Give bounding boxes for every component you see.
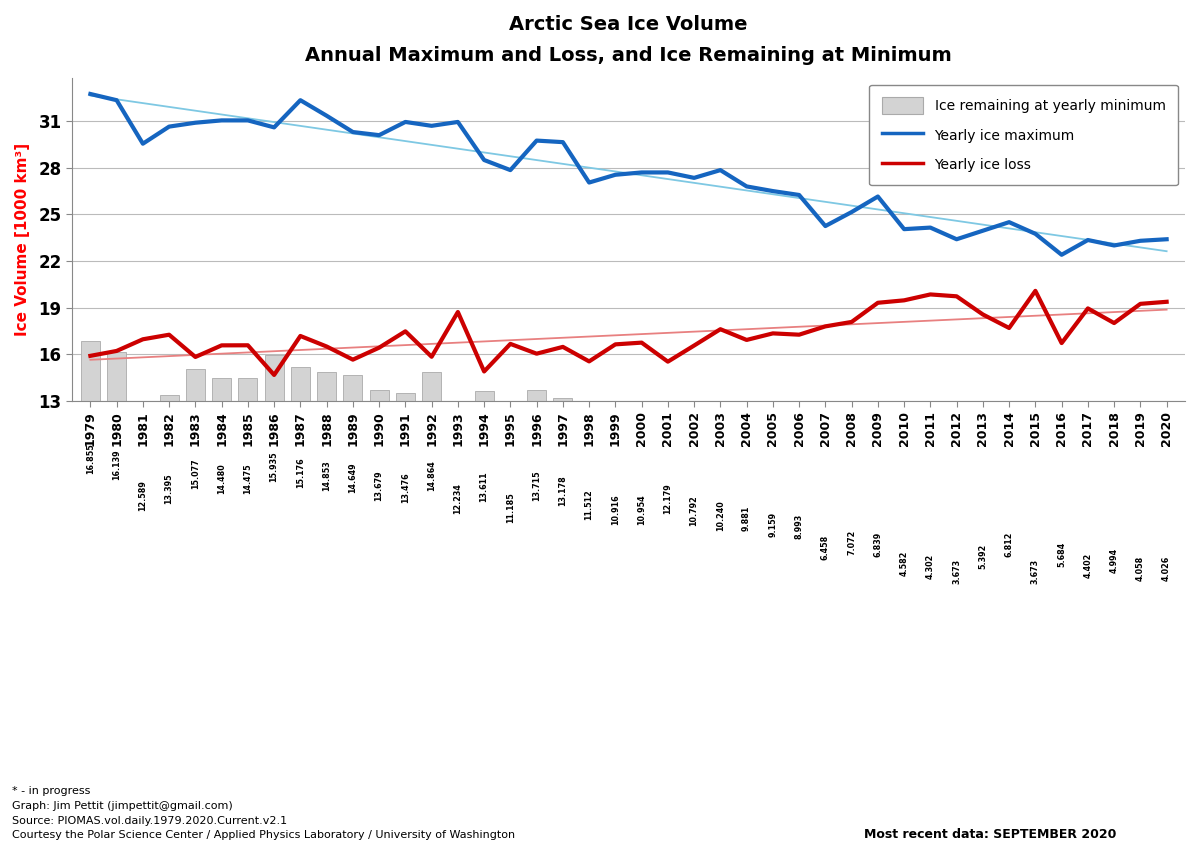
Bar bbox=[842, 493, 862, 602]
Bar bbox=[186, 369, 205, 602]
Bar bbox=[790, 464, 809, 602]
Bar bbox=[895, 531, 913, 602]
Bar bbox=[1105, 525, 1123, 602]
Text: 9.159: 9.159 bbox=[768, 512, 778, 537]
Text: 14.649: 14.649 bbox=[348, 463, 358, 493]
Text: Graph: Jim Pettit (jimpettit@gmail.com): Graph: Jim Pettit (jimpettit@gmail.com) bbox=[12, 801, 233, 811]
Text: 10.954: 10.954 bbox=[637, 494, 646, 524]
Bar bbox=[527, 390, 546, 602]
Text: 6.839: 6.839 bbox=[874, 532, 882, 557]
Y-axis label: Ice Volume [1000 km³]: Ice Volume [1000 km³] bbox=[14, 142, 30, 336]
Text: 15.935: 15.935 bbox=[270, 451, 278, 482]
Bar bbox=[763, 461, 782, 602]
Bar bbox=[869, 496, 887, 602]
Bar bbox=[449, 412, 467, 602]
Bar bbox=[1026, 546, 1045, 602]
Text: 12.179: 12.179 bbox=[664, 483, 672, 514]
Legend: Ice remaining at yearly minimum, Yearly ice maximum, Yearly ice loss: Ice remaining at yearly minimum, Yearly … bbox=[869, 84, 1178, 186]
Text: 10.240: 10.240 bbox=[716, 500, 725, 530]
Text: 6.458: 6.458 bbox=[821, 535, 830, 560]
Text: 13.395: 13.395 bbox=[164, 473, 174, 503]
Text: 16.139: 16.139 bbox=[112, 450, 121, 480]
Text: 3.673: 3.673 bbox=[952, 559, 961, 584]
Bar bbox=[396, 393, 415, 602]
Bar bbox=[737, 450, 756, 602]
Bar bbox=[239, 378, 257, 602]
Text: 12.234: 12.234 bbox=[454, 483, 462, 514]
Bar bbox=[1052, 515, 1072, 602]
Text: 10.792: 10.792 bbox=[690, 496, 698, 526]
Bar bbox=[1000, 497, 1019, 602]
Bar bbox=[212, 378, 232, 602]
Text: 4.058: 4.058 bbox=[1136, 556, 1145, 581]
Bar bbox=[290, 367, 310, 602]
Bar bbox=[685, 435, 703, 602]
Text: 13.476: 13.476 bbox=[401, 472, 410, 503]
Bar bbox=[816, 503, 835, 602]
Text: 13.611: 13.611 bbox=[480, 471, 488, 502]
Text: 9.881: 9.881 bbox=[742, 506, 751, 531]
Bar bbox=[947, 546, 966, 602]
Bar bbox=[133, 407, 152, 602]
Bar bbox=[659, 413, 677, 602]
Text: Source: PIOMAS.vol.daily.1979.2020.Current.v2.1: Source: PIOMAS.vol.daily.1979.2020.Curre… bbox=[12, 816, 287, 825]
Text: 6.812: 6.812 bbox=[1004, 532, 1014, 557]
Text: 15.176: 15.176 bbox=[296, 457, 305, 489]
Text: 14.475: 14.475 bbox=[244, 464, 252, 495]
Text: 11.185: 11.185 bbox=[506, 492, 515, 523]
Bar bbox=[973, 519, 992, 602]
Text: 4.026: 4.026 bbox=[1162, 556, 1171, 581]
Text: 4.582: 4.582 bbox=[900, 551, 908, 576]
Text: * - in progress: * - in progress bbox=[12, 786, 90, 796]
Bar bbox=[422, 372, 442, 602]
Bar bbox=[107, 352, 126, 602]
Text: 13.679: 13.679 bbox=[374, 470, 384, 501]
Bar bbox=[920, 536, 940, 602]
Title: Arctic Sea Ice Volume
Annual Maximum and Loss, and Ice Remaining at Minimum: Arctic Sea Ice Volume Annual Maximum and… bbox=[305, 15, 952, 65]
Bar bbox=[500, 429, 520, 602]
Bar bbox=[710, 444, 730, 602]
Text: 3.673: 3.673 bbox=[1031, 559, 1040, 584]
Bar bbox=[553, 398, 572, 602]
Text: 14.480: 14.480 bbox=[217, 464, 226, 495]
Bar bbox=[1130, 540, 1150, 602]
Text: 14.864: 14.864 bbox=[427, 460, 436, 491]
Text: 15.077: 15.077 bbox=[191, 458, 200, 490]
Text: 4.994: 4.994 bbox=[1110, 548, 1118, 573]
Text: Most recent data: SEPTEMBER 2020: Most recent data: SEPTEMBER 2020 bbox=[864, 828, 1116, 841]
Bar bbox=[343, 375, 362, 602]
Text: 10.916: 10.916 bbox=[611, 494, 620, 525]
Bar bbox=[160, 395, 179, 602]
Text: 7.072: 7.072 bbox=[847, 529, 856, 555]
Text: 13.178: 13.178 bbox=[558, 475, 568, 505]
Bar bbox=[580, 424, 599, 602]
Bar bbox=[80, 341, 100, 602]
Bar bbox=[370, 391, 389, 602]
Text: 12.589: 12.589 bbox=[138, 480, 148, 510]
Bar bbox=[475, 391, 493, 602]
Bar bbox=[1079, 535, 1097, 602]
Text: 4.402: 4.402 bbox=[1084, 553, 1092, 578]
Bar bbox=[317, 372, 336, 602]
Text: 8.993: 8.993 bbox=[794, 513, 804, 538]
Text: Courtesy the Polar Science Center / Applied Physics Laboratory / University of W: Courtesy the Polar Science Center / Appl… bbox=[12, 831, 515, 840]
Bar bbox=[632, 432, 652, 602]
Bar bbox=[606, 433, 625, 602]
Text: 16.855: 16.855 bbox=[86, 444, 95, 474]
Text: 11.512: 11.512 bbox=[584, 489, 594, 520]
Text: 5.684: 5.684 bbox=[1057, 542, 1066, 567]
Text: 4.302: 4.302 bbox=[926, 554, 935, 579]
Text: 14.853: 14.853 bbox=[322, 461, 331, 491]
Text: 13.715: 13.715 bbox=[532, 470, 541, 501]
Text: 5.392: 5.392 bbox=[978, 544, 988, 569]
Bar bbox=[265, 355, 283, 602]
Bar bbox=[1157, 540, 1176, 602]
